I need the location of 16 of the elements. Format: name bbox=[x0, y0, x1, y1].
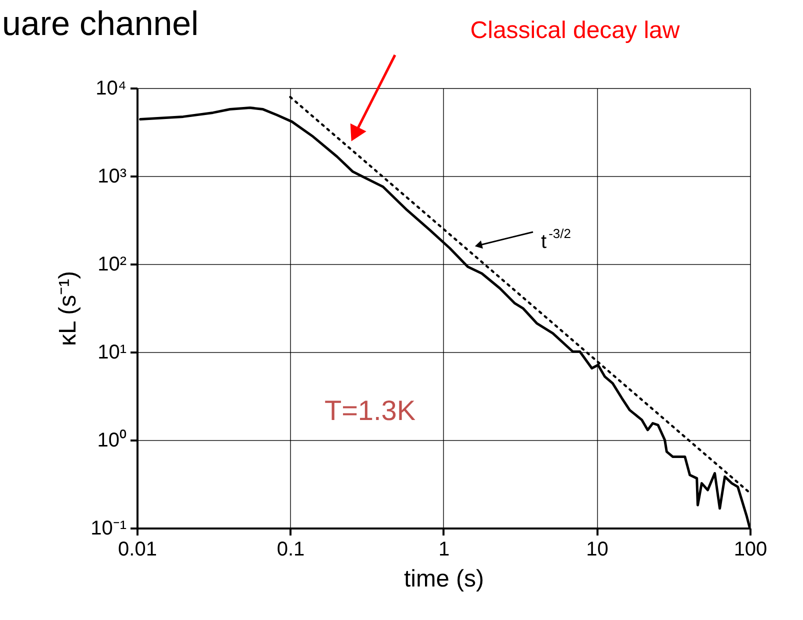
y-tick-label: 10⁰ bbox=[97, 428, 126, 452]
y-tick-label: 10⁻¹ bbox=[90, 518, 127, 540]
y-axis-title: κL (s⁻¹) bbox=[54, 270, 82, 346]
annotation: T=1.3K bbox=[324, 395, 416, 426]
y-tick-label: 10⁴ bbox=[96, 78, 126, 100]
x-axis-title: time (s) bbox=[404, 566, 484, 592]
y-tick-label: 10² bbox=[98, 254, 127, 276]
text: Classical decay law bbox=[470, 17, 680, 44]
x-tick-label: 0.1 bbox=[276, 538, 305, 560]
y-tick-label: 10³ bbox=[98, 166, 127, 188]
x-tick-label: 1 bbox=[438, 538, 450, 560]
y-tick-label: 10¹ bbox=[98, 342, 127, 364]
x-tick-label: 0.01 bbox=[118, 538, 157, 560]
x-tick-label: 10 bbox=[586, 538, 608, 560]
chart-title: uare channel bbox=[2, 5, 199, 43]
x-tick-label: 100 bbox=[734, 538, 768, 560]
